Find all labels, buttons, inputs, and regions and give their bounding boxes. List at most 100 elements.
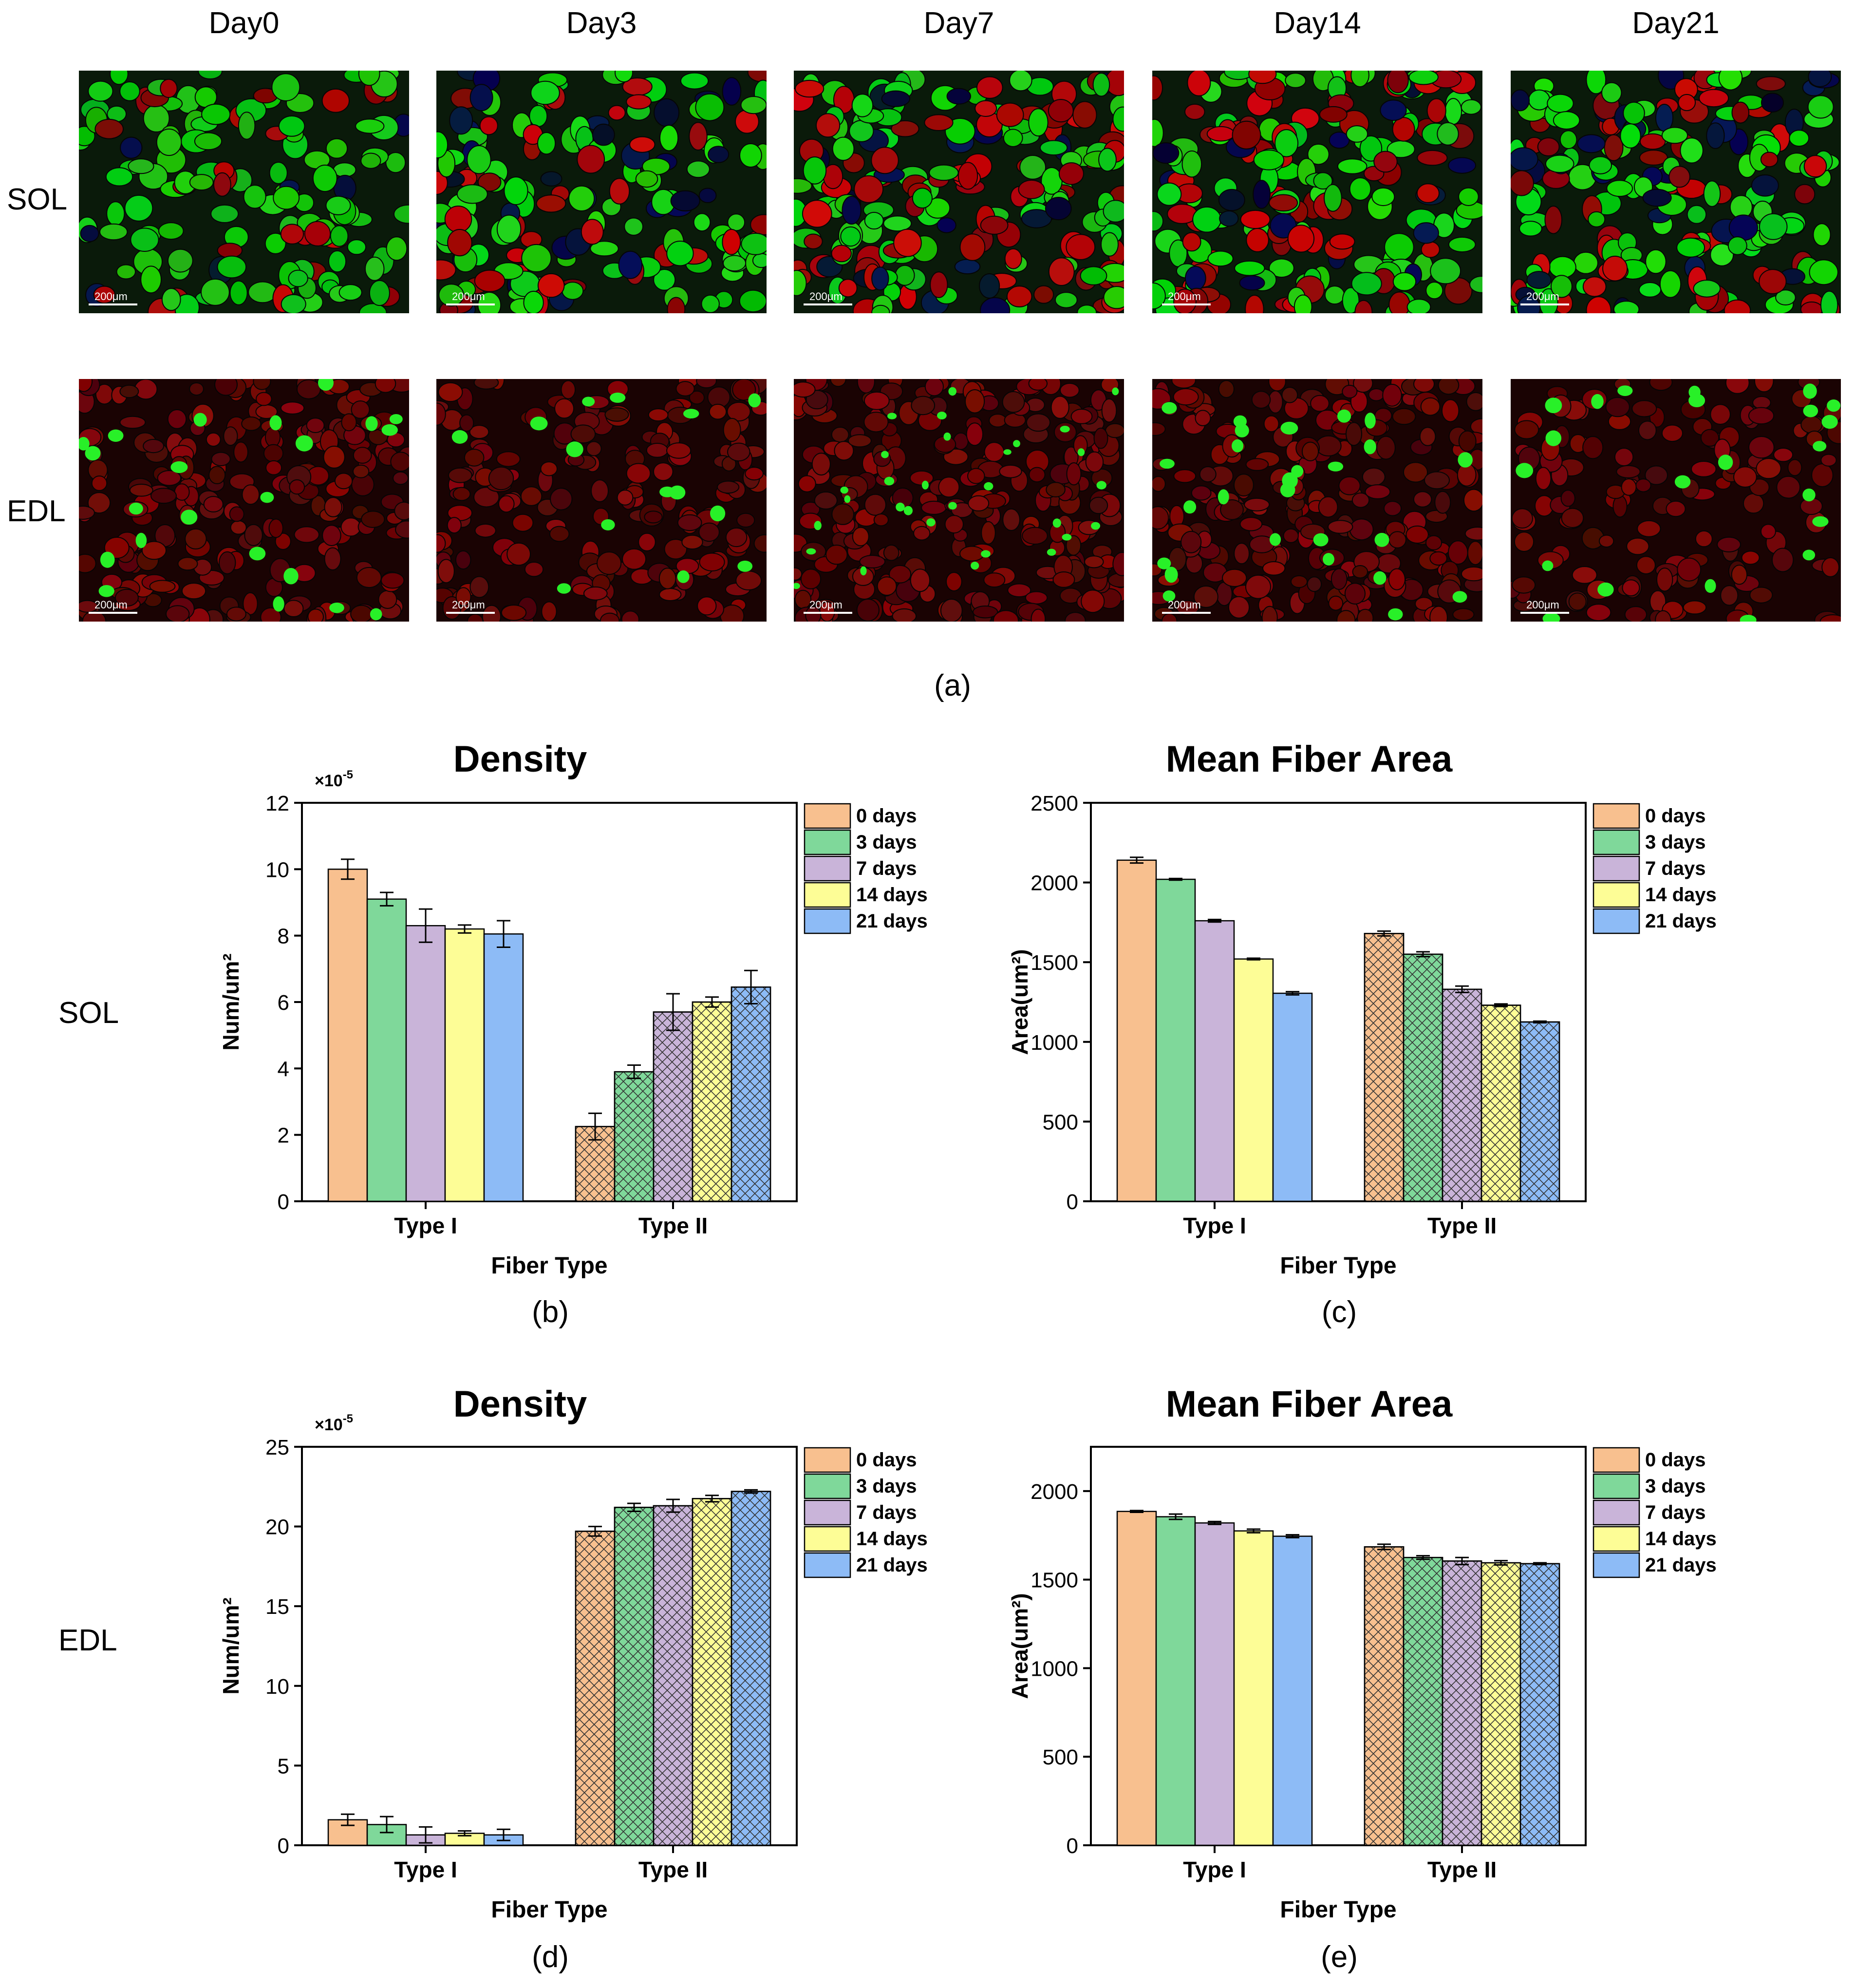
chart-title-d: Density xyxy=(453,1383,587,1425)
scale-bar: 200μm xyxy=(804,291,852,305)
y-axis-label-e: Area(um²) xyxy=(1007,1593,1032,1699)
bar-hatch-e-1-0 xyxy=(1364,1546,1405,1846)
legend-label-c: 21 days xyxy=(1645,910,1717,932)
bar-c-0-0 xyxy=(1116,859,1157,1202)
scale-bar-line xyxy=(1162,612,1211,614)
bar-hatch-b-1-2 xyxy=(653,1011,693,1202)
y-tick-label-d: 20 xyxy=(265,1515,289,1539)
y-tick-label-b: 0 xyxy=(278,1190,289,1214)
y-tick-label-d: 10 xyxy=(265,1675,289,1699)
column-title-day14: Day14 xyxy=(1274,6,1361,40)
micrograph-edl-day14: 200μm xyxy=(1152,379,1482,622)
bar-b-0-2 xyxy=(405,925,446,1202)
y-tick-label-d: 25 xyxy=(265,1436,289,1459)
scale-bar-line xyxy=(446,612,495,614)
bar-hatch-d-1-0 xyxy=(575,1531,616,1846)
bar-b-0-4 xyxy=(483,933,524,1202)
plot-frame-d xyxy=(301,1446,798,1846)
scale-bar-label: 200μm xyxy=(94,599,128,611)
bar-e-0-2 xyxy=(1194,1522,1235,1846)
chart-title-c: Mean Fiber Area xyxy=(1166,738,1453,780)
scale-bar-label: 200μm xyxy=(809,290,843,303)
legend-label-e: 21 days xyxy=(1645,1554,1717,1576)
scale-bar-line xyxy=(804,303,852,305)
x-tick-label-e: Type II xyxy=(1427,1857,1497,1882)
bar-b-0-1 xyxy=(366,898,407,1202)
legend-swatch-c xyxy=(1593,855,1640,882)
bar-hatch-b-1-3 xyxy=(692,1001,732,1202)
scale-bar: 200μm xyxy=(446,599,495,614)
scale-bar: 200μm xyxy=(446,291,495,305)
scale-bar: 200μm xyxy=(1162,291,1211,305)
plot-frame-c xyxy=(1090,802,1587,1202)
scale-bar: 200μm xyxy=(89,599,137,614)
y-tick-label-c: 2000 xyxy=(1031,871,1078,895)
scale-bar-label: 200μm xyxy=(1168,599,1201,611)
legend-label-d: 14 days xyxy=(856,1528,928,1550)
legend-swatch-b xyxy=(804,803,851,829)
legend-swatch-d xyxy=(804,1447,851,1473)
plot-frame-e xyxy=(1090,1446,1587,1846)
legend-label-c: 3 days xyxy=(1645,832,1706,853)
x-axis-label-d: Fiber Type xyxy=(491,1897,607,1923)
bar-hatch-c-1-1 xyxy=(1403,953,1443,1202)
y-axis-label-d: Num/um² xyxy=(218,1597,244,1694)
column-title-day21: Day21 xyxy=(1632,6,1720,40)
y-multiplier-b: ×10-5 xyxy=(315,768,353,790)
scale-bar-label: 200μm xyxy=(94,290,128,303)
column-title-day0: Day0 xyxy=(208,6,280,40)
y-tick-label-c: 2500 xyxy=(1031,792,1078,815)
scale-bar-label: 200μm xyxy=(809,599,843,611)
legend-label-b: 3 days xyxy=(856,832,917,853)
legend-swatch-c xyxy=(1593,882,1640,908)
y-tick-label-c: 1500 xyxy=(1031,951,1078,975)
x-axis-label-b: Fiber Type xyxy=(491,1253,607,1279)
y-tick-label-d: 0 xyxy=(278,1834,289,1858)
scale-bar-line xyxy=(89,303,137,305)
y-tick-label-e: 1500 xyxy=(1031,1569,1078,1592)
scale-bar-line xyxy=(804,612,852,614)
legend-label-c: 0 days xyxy=(1645,805,1706,827)
legend-label-e: 14 days xyxy=(1645,1528,1717,1550)
bar-hatch-c-1-4 xyxy=(1519,1021,1560,1202)
legend-swatch-c xyxy=(1593,829,1640,855)
micrograph-sol-day14: 200μm xyxy=(1152,71,1482,313)
bar-hatch-d-1-3 xyxy=(692,1498,732,1846)
bar-hatch-d-1-2 xyxy=(653,1505,693,1846)
y-tick-label-c: 500 xyxy=(1043,1110,1078,1134)
legend-swatch-d xyxy=(804,1526,851,1552)
panel-letter-e: (e) xyxy=(1321,1940,1358,1974)
bar-hatch-b-1-4 xyxy=(731,986,771,1202)
x-tick-label-c: Type II xyxy=(1427,1213,1497,1238)
y-tick-label-b: 12 xyxy=(265,792,289,815)
bar-hatch-d-1-1 xyxy=(614,1507,655,1846)
y-axis-label-c: Area(um²) xyxy=(1007,949,1032,1055)
y-tick-label-b: 2 xyxy=(278,1124,289,1148)
legend-label-d: 7 days xyxy=(856,1502,917,1523)
bar-e-0-3 xyxy=(1233,1530,1274,1846)
scale-bar-line xyxy=(89,612,137,614)
bar-c-0-1 xyxy=(1155,878,1196,1202)
y-multiplier-d: ×10-5 xyxy=(315,1412,353,1434)
y-tick-label-b: 8 xyxy=(278,925,289,948)
x-tick-label-c: Type I xyxy=(1183,1213,1246,1238)
bar-hatch-e-1-4 xyxy=(1519,1563,1560,1846)
x-axis-label-e: Fiber Type xyxy=(1280,1897,1396,1923)
legend-swatch-b xyxy=(804,908,851,934)
x-tick-label-e: Type I xyxy=(1183,1857,1246,1882)
bar-d-0-1 xyxy=(366,1824,407,1846)
micrograph-edl-day7: 200μm xyxy=(794,379,1124,622)
scale-bar: 200μm xyxy=(89,291,137,305)
bar-b-0-3 xyxy=(444,928,485,1202)
column-title-day7: Day7 xyxy=(923,6,994,40)
legend-label-c: 7 days xyxy=(1645,858,1706,879)
panel-letter-d: (d) xyxy=(532,1940,569,1974)
x-tick-label-b: Type I xyxy=(394,1213,457,1238)
micrograph-sol-day7: 200μm xyxy=(794,71,1124,313)
y-tick-label-d: 5 xyxy=(278,1754,289,1778)
y-tick-label-e: 2000 xyxy=(1031,1480,1078,1504)
legend-swatch-c xyxy=(1593,803,1640,829)
scale-bar: 200μm xyxy=(1520,599,1569,614)
x-tick-label-b: Type II xyxy=(638,1213,708,1238)
bar-b-0-0 xyxy=(327,869,368,1202)
